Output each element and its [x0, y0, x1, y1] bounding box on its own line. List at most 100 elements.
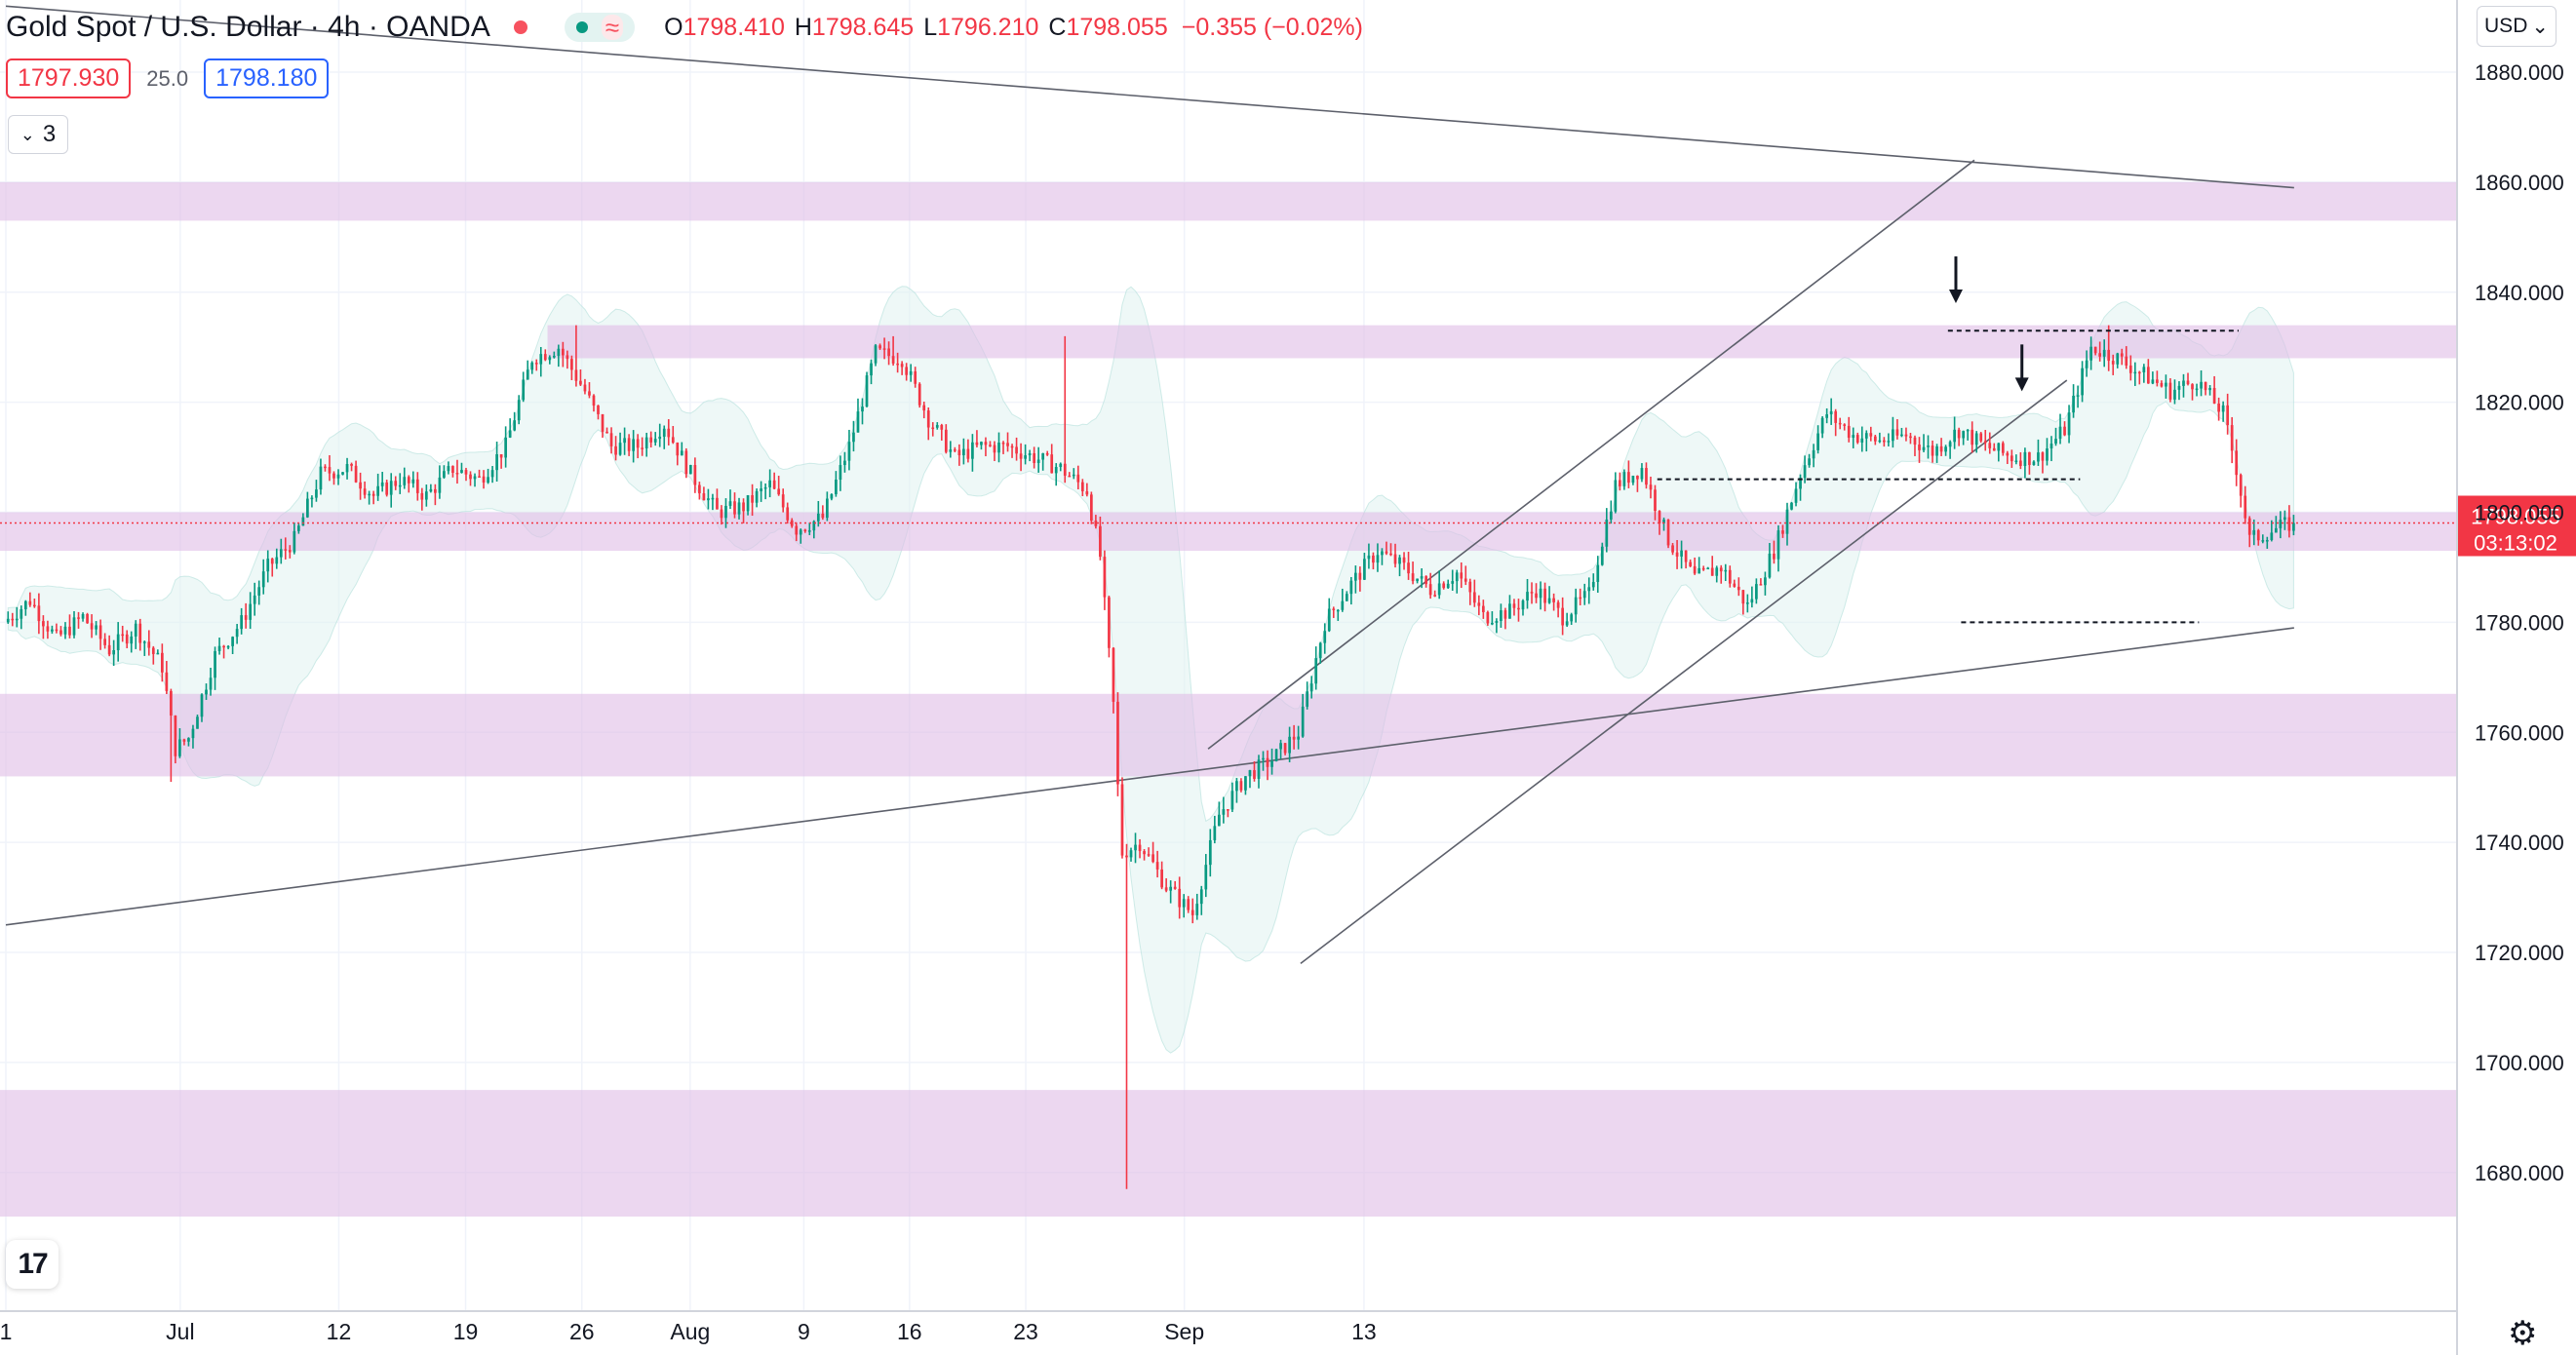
candle-body — [1072, 474, 1075, 477]
candle-body — [935, 424, 939, 428]
candle-body — [1407, 562, 1410, 574]
candle-body — [455, 472, 459, 475]
candle-body — [147, 641, 151, 648]
candle-body — [2235, 450, 2239, 476]
candle-body — [1477, 602, 1481, 606]
candle-body — [680, 450, 683, 456]
candle-body — [1358, 572, 1362, 580]
candle-body — [772, 480, 776, 489]
candle-body — [380, 482, 384, 486]
indicator-status-pill[interactable]: ≈ — [564, 13, 636, 42]
candle-body — [403, 477, 407, 485]
candle-body — [786, 507, 790, 521]
candle-body — [116, 634, 120, 651]
candle-body — [6, 618, 10, 623]
candle-body — [174, 716, 177, 756]
candle-body — [420, 492, 424, 500]
sell-price-button[interactable]: 1797.930 — [6, 58, 132, 98]
buy-price-button[interactable]: 1798.180 — [204, 58, 330, 98]
candle-body — [2261, 540, 2265, 542]
candle-body — [125, 634, 129, 644]
tradingview-logo-icon[interactable]: 17 — [6, 1240, 59, 1289]
candle-body — [214, 650, 216, 678]
candle-body — [1781, 530, 1784, 534]
candle-body — [1187, 899, 1190, 910]
candle-body — [1909, 436, 1912, 439]
candle-body — [460, 470, 463, 474]
candle-body — [1297, 736, 1300, 740]
candle-body — [2076, 395, 2080, 397]
candle-body — [187, 738, 190, 742]
spread-value: 25.0 — [146, 65, 189, 91]
candle-body — [1710, 567, 1714, 576]
candle-body — [530, 363, 534, 370]
candle-body — [235, 629, 239, 638]
candle-body — [1825, 414, 1828, 418]
candle-body — [2247, 518, 2251, 535]
candle-body — [2058, 426, 2062, 440]
candle-body — [1266, 757, 1269, 767]
candle-body — [1090, 494, 1093, 522]
candle-body — [1125, 855, 1128, 858]
candle-body — [852, 432, 855, 443]
candle-body — [821, 513, 825, 519]
candle-body — [746, 494, 750, 512]
candle-body — [107, 644, 111, 655]
candle-body — [966, 448, 970, 459]
candle-body — [2067, 412, 2071, 436]
candle-body — [1288, 736, 1291, 754]
symbol-title[interactable]: Gold Spot / U.S. Dollar · 4h · OANDA — [6, 11, 490, 43]
candle-body — [2239, 475, 2243, 496]
candle-body — [1834, 410, 1838, 423]
candle-body — [478, 476, 481, 479]
candle-body — [59, 630, 62, 635]
candle-body — [1543, 588, 1546, 603]
candle-body — [1010, 445, 1014, 448]
candle-body — [1054, 467, 1058, 474]
trendline — [5, 5, 2294, 189]
candle-body — [768, 480, 771, 487]
candle-body — [632, 439, 635, 451]
candle-body — [1812, 449, 1815, 459]
candle-body — [728, 501, 732, 506]
trendlines — [5, 5, 2294, 964]
candle-body — [1860, 438, 1864, 443]
candle-body — [345, 464, 349, 473]
candle-body — [1248, 770, 1252, 777]
candle-body — [1222, 809, 1226, 815]
candle-body — [803, 529, 807, 531]
candle-body — [1935, 445, 1938, 456]
candle-body — [42, 621, 45, 627]
market-status-icon[interactable] — [513, 20, 527, 34]
y-tick-label: 1840.000 — [2475, 281, 2564, 305]
candle-body — [411, 479, 415, 484]
candle-body — [905, 367, 909, 375]
candle-body — [487, 477, 489, 484]
currency-selector[interactable]: USD ⌄ — [2477, 6, 2556, 47]
candle-body — [1363, 559, 1366, 580]
candle-body — [240, 615, 243, 630]
candle-body — [2098, 353, 2102, 357]
candle-body — [253, 595, 256, 604]
candle-body — [835, 480, 838, 495]
candle-body — [1227, 809, 1229, 811]
candle-body — [1658, 511, 1661, 523]
candle-body — [1803, 465, 1807, 479]
candle-body — [1966, 429, 1970, 432]
candle-body — [469, 474, 472, 480]
candle-body — [33, 604, 36, 607]
gear-icon[interactable]: ⚙ — [2508, 1315, 2538, 1352]
candle-body — [807, 530, 811, 532]
tilde-icon: ≈ — [601, 15, 624, 40]
candle-body — [429, 488, 433, 492]
trendline — [5, 627, 2294, 926]
x-tick-label: 16 — [897, 1319, 922, 1344]
candle-body — [2023, 451, 2027, 466]
indicators-toggle-button[interactable]: ⌄ 3 — [8, 115, 68, 154]
candle-body — [1151, 854, 1154, 863]
candle-body — [1953, 429, 1956, 443]
candle-body — [95, 625, 98, 630]
candle-body — [15, 618, 19, 621]
candle-body — [1279, 743, 1282, 750]
